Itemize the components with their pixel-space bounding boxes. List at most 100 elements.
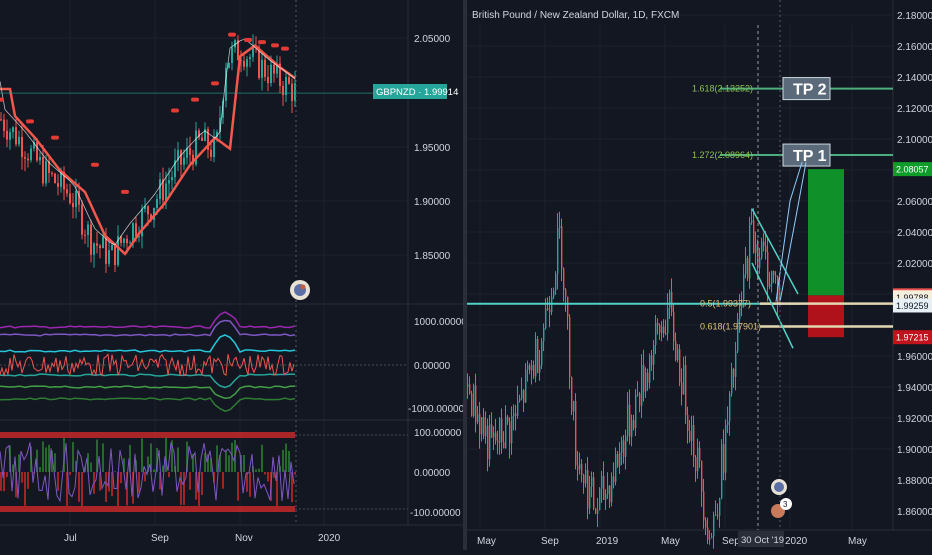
candle: [697, 447, 699, 472]
candle: [192, 154, 194, 165]
histogram-bar: [216, 445, 218, 472]
histogram-bar: [141, 438, 143, 472]
moving-average-line: [0, 44, 296, 256]
candle: [631, 420, 633, 437]
candle: [114, 244, 116, 265]
candle: [495, 432, 497, 441]
candle: [138, 236, 140, 238]
candle: [689, 431, 691, 441]
candle: [775, 275, 777, 277]
candle: [647, 372, 649, 383]
candle: [609, 485, 611, 503]
axis-tick: 1.95000: [414, 143, 451, 154]
signal-marker: [91, 162, 99, 167]
candle: [659, 325, 661, 334]
histogram-bar: [171, 440, 173, 472]
candle: [735, 351, 737, 377]
thumbnail-icon[interactable]: [290, 280, 310, 300]
candle: [519, 398, 521, 401]
panel-divider[interactable]: [463, 0, 467, 550]
candle: [687, 414, 689, 432]
histogram-bar: [51, 450, 53, 472]
histogram-bar: [225, 450, 227, 472]
candle: [557, 228, 559, 275]
candle: [691, 425, 693, 441]
candle: [703, 491, 705, 521]
candle: [715, 514, 717, 516]
histogram-bar: [81, 472, 83, 507]
candle: [165, 183, 167, 201]
symbol-title: British Pound / New Zealand Dollar, 1D, …: [472, 10, 679, 21]
axis-tick: 1.88000: [897, 476, 932, 487]
signal-marker: [258, 40, 266, 45]
histogram-bar: [123, 458, 125, 472]
right-price-pane[interactable]: 1.618(2.13252) 1.272(2.08964) 0.5(1.99377)…: [467, 0, 893, 549]
histogram-bar: [255, 469, 257, 472]
candle: [683, 365, 685, 395]
candle: [521, 390, 523, 399]
candle: [51, 172, 53, 174]
histogram-bar: [183, 472, 185, 505]
candle: [693, 425, 695, 458]
candle: [90, 224, 92, 255]
axis-tick: May: [848, 536, 867, 547]
candle: [653, 345, 655, 365]
axis-tick: 1.96000: [897, 352, 932, 363]
histogram-bar: [243, 455, 245, 472]
candle: [210, 149, 212, 158]
histogram-bar: [282, 450, 284, 472]
histogram-bar: [261, 444, 263, 472]
candle: [761, 241, 763, 258]
badge-icon[interactable]: 3: [771, 479, 792, 518]
left-oscillator-pane-1[interactable]: [0, 311, 408, 413]
candle: [475, 385, 477, 423]
candle: [545, 308, 547, 329]
wedge-line: [751, 208, 799, 295]
histogram-bar: [105, 472, 107, 503]
candle: [583, 474, 585, 484]
histogram-bar: [78, 472, 80, 502]
candle: [513, 413, 515, 416]
candle: [655, 322, 657, 346]
candle: [669, 291, 671, 309]
candle: [102, 236, 104, 249]
histogram-bar: [204, 453, 206, 472]
candle: [469, 384, 471, 394]
histogram-bar: [156, 447, 158, 472]
candle: [525, 369, 527, 403]
candle: [72, 203, 74, 208]
histogram-bar: [273, 472, 275, 478]
axis-tick: 2.18000: [897, 11, 932, 22]
candle: [599, 488, 601, 511]
candle: [571, 377, 573, 412]
candle: [243, 60, 245, 67]
histogram-bar: [207, 454, 209, 472]
candle: [503, 442, 505, 449]
axis-tick: Nov: [235, 533, 253, 544]
axis-tick: 1000.00000: [414, 317, 467, 328]
left-price-pane[interactable]: [0, 0, 373, 525]
histogram-bar: [18, 454, 20, 472]
left-oscillator-pane-2[interactable]: [0, 432, 408, 512]
candle: [485, 425, 487, 437]
axis-tick: 2020: [318, 533, 341, 544]
candle: [135, 223, 137, 237]
candle: [120, 236, 122, 243]
candle: [189, 148, 191, 155]
histogram-bar: [48, 444, 50, 472]
axis-tick: 0.00000: [414, 468, 451, 479]
histogram-bar: [27, 472, 29, 489]
candle: [549, 309, 551, 313]
histogram-bar: [75, 460, 77, 472]
price-tag: [893, 330, 932, 345]
histogram-bar: [138, 472, 140, 493]
candle: [665, 333, 667, 335]
wedge-line: [751, 262, 794, 349]
candle: [291, 83, 293, 102]
histogram-bar: [3, 472, 5, 492]
candle: [63, 171, 65, 190]
histogram-bar: [6, 472, 8, 478]
axis-tick: 1.86000: [897, 507, 932, 518]
candle: [3, 119, 5, 131]
histogram-bar: [177, 447, 179, 472]
